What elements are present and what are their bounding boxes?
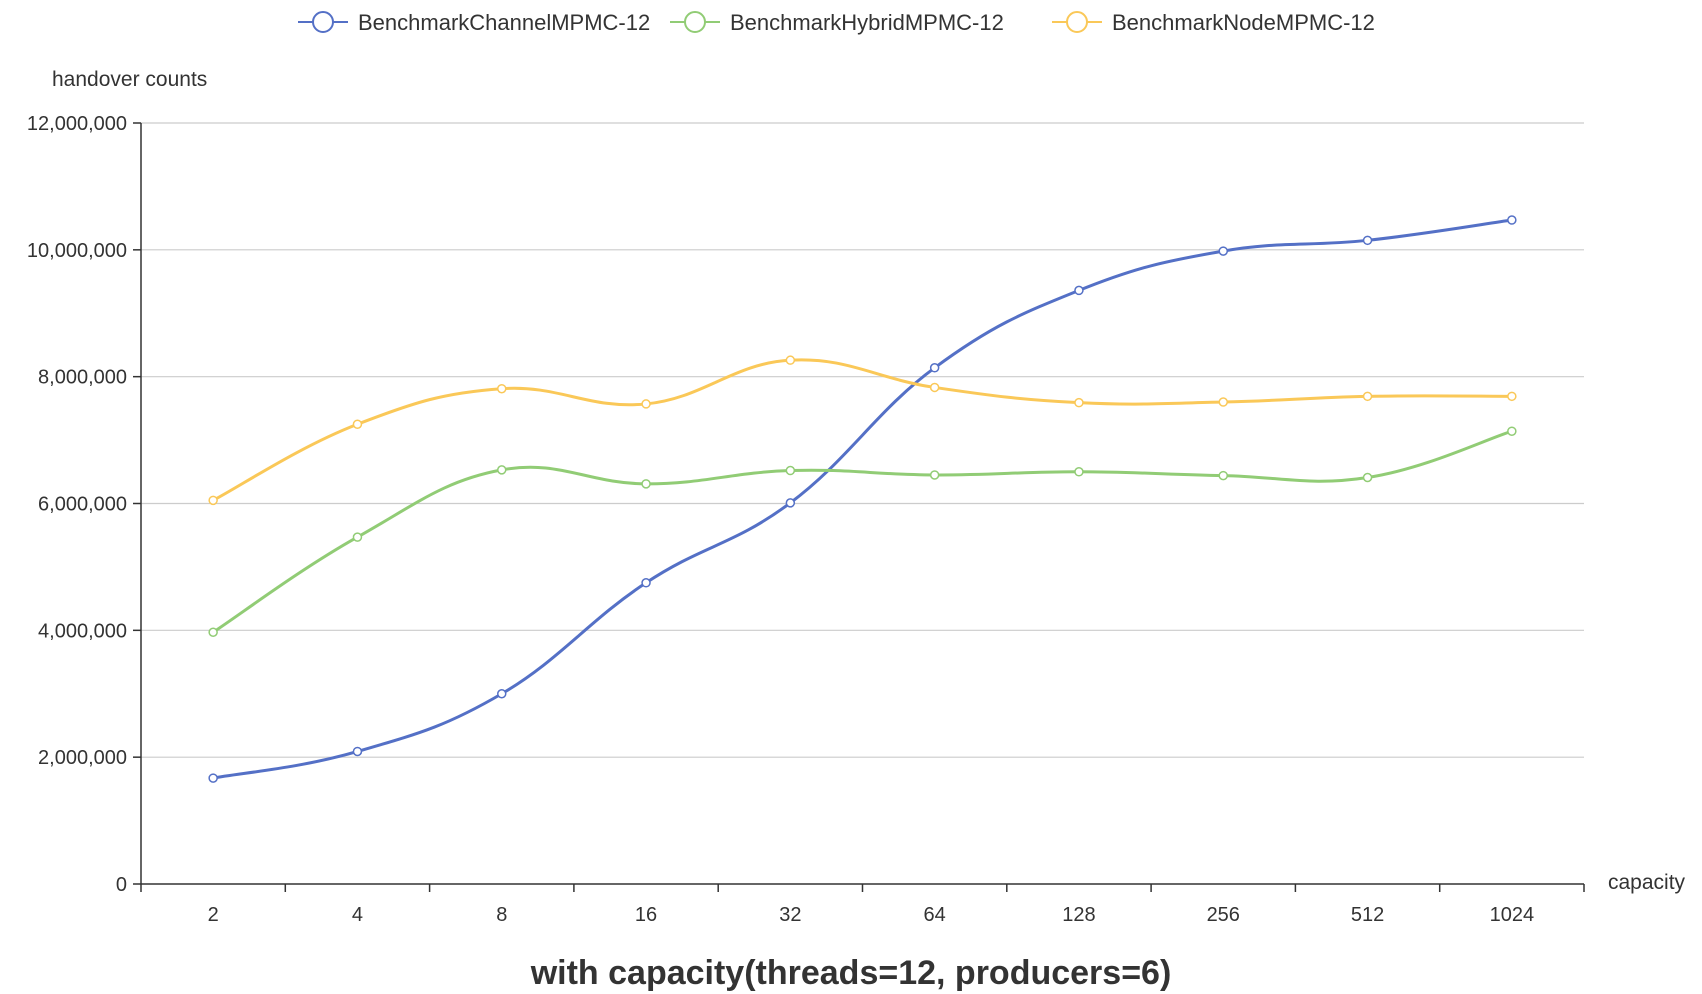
data-point[interactable] xyxy=(641,479,651,489)
legend-item[interactable]: BenchmarkNodeMPMC-12 xyxy=(1052,10,1375,35)
data-point[interactable] xyxy=(1218,397,1228,407)
data-point[interactable] xyxy=(497,689,507,699)
data-point[interactable] xyxy=(352,532,363,542)
data-point[interactable] xyxy=(785,498,796,508)
data-point[interactable] xyxy=(1362,235,1373,246)
y-tick-label: 8,000,000 xyxy=(38,367,127,389)
x-tick-label: 1024 xyxy=(1490,904,1535,926)
legend-label: BenchmarkNodeMPMC-12 xyxy=(1112,10,1375,35)
series-line xyxy=(212,218,1513,780)
x-tick-label: 2 xyxy=(208,904,219,926)
data-point[interactable] xyxy=(1218,470,1228,481)
data-point[interactable] xyxy=(785,465,796,476)
series-2 xyxy=(208,355,1517,506)
legend-label: BenchmarkChannelMPMC-12 xyxy=(358,10,650,35)
series-line xyxy=(212,429,1513,634)
data-point[interactable] xyxy=(1074,467,1084,477)
x-tick-label: 128 xyxy=(1062,904,1095,926)
axes: 0 2,000,000 4,000,000 6,000,000 8,000,000 10,… xyxy=(27,113,1585,926)
data-point[interactable] xyxy=(785,355,796,365)
data-point[interactable] xyxy=(1507,391,1517,402)
x-tick-label: 256 xyxy=(1207,904,1240,926)
legend-item[interactable]: BenchmarkHybridMPMC-12 xyxy=(670,10,1004,35)
y-tick-label: 0 xyxy=(116,874,127,896)
data-point[interactable] xyxy=(1507,215,1517,225)
legend-item[interactable]: BenchmarkChannelMPMC-12 xyxy=(298,10,650,35)
legend-circle-icon xyxy=(684,11,706,33)
x-tick-label: 64 xyxy=(924,904,946,926)
data-point[interactable] xyxy=(1362,472,1373,483)
y-tick-label: 2,000,000 xyxy=(38,747,127,769)
x-tick-label: 8 xyxy=(496,904,507,926)
series-line xyxy=(212,358,1512,502)
y-tick-label: 12,000,000 xyxy=(27,113,127,135)
data-point[interactable] xyxy=(352,419,363,429)
data-point[interactable] xyxy=(1362,391,1373,402)
legend-circle-icon xyxy=(312,11,334,33)
data-point[interactable] xyxy=(208,627,218,637)
data-point[interactable] xyxy=(1507,426,1517,436)
legend-circle-icon xyxy=(1066,11,1088,33)
grid-lines xyxy=(141,122,1584,758)
data-point[interactable] xyxy=(641,578,651,588)
x-tick-label: 32 xyxy=(779,904,801,926)
x-tick-label: 4 xyxy=(352,904,363,926)
y-tick-label: 10,000,000 xyxy=(27,240,127,262)
data-point[interactable] xyxy=(352,746,363,757)
legend-label: BenchmarkHybridMPMC-12 xyxy=(730,10,1004,35)
data-point[interactable] xyxy=(1218,246,1228,256)
data-point[interactable] xyxy=(497,465,507,475)
legend[interactable]: BenchmarkChannelMPMC-12 BenchmarkHybridMP… xyxy=(298,10,1375,35)
y-tick-label: 6,000,000 xyxy=(38,494,127,516)
series-1 xyxy=(208,426,1517,637)
data-point[interactable] xyxy=(929,470,940,480)
data-point[interactable] xyxy=(1074,285,1084,296)
data-point[interactable] xyxy=(497,383,507,394)
chart-title: with capacity(threads=12, producers=6) xyxy=(530,954,1172,992)
y-axis-title: handover counts xyxy=(52,68,207,91)
data-point[interactable] xyxy=(929,382,940,393)
y-tick-label: 4,000,000 xyxy=(38,620,127,642)
data-point[interactable] xyxy=(1074,397,1084,408)
x-tick-label: 512 xyxy=(1351,904,1384,926)
series-0 xyxy=(208,215,1517,783)
data-point[interactable] xyxy=(208,495,218,506)
series-layer xyxy=(208,215,1517,783)
x-tick-label: 16 xyxy=(635,904,657,926)
x-axis-title: capacity xyxy=(1608,871,1686,894)
data-point[interactable] xyxy=(208,773,218,783)
data-point[interactable] xyxy=(641,399,651,409)
data-point[interactable] xyxy=(929,363,940,373)
